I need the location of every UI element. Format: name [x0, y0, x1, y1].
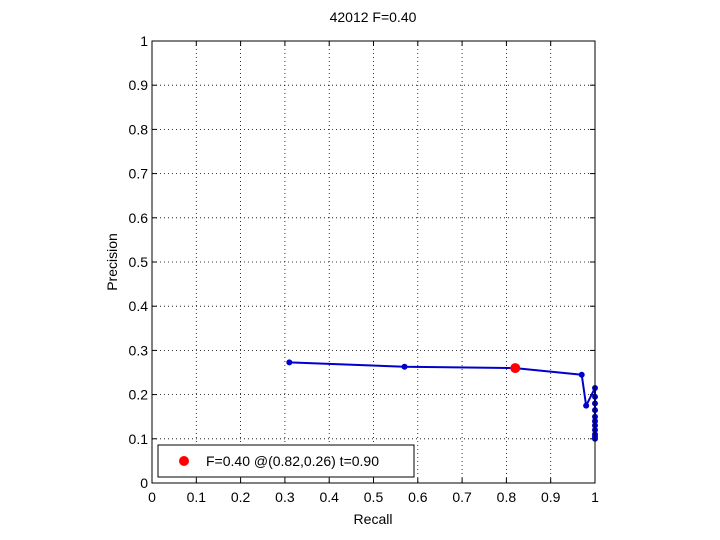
x-tick-label: 0.5	[364, 489, 384, 505]
x-tick-label: 0.8	[497, 489, 517, 505]
legend-marker	[179, 456, 189, 466]
y-tick-label: 0.2	[129, 387, 149, 403]
legend-text: F=0.40 @(0.82,0.26) t=0.90	[206, 453, 379, 469]
y-tick-label: 0.4	[129, 298, 149, 314]
x-tick-label: 0.6	[408, 489, 428, 505]
legend-box	[157, 444, 415, 478]
y-tick-label: 0.7	[129, 166, 149, 182]
x-tick-label: 0.7	[452, 489, 472, 505]
x-tick-label: 1	[591, 489, 599, 505]
y-tick-label: 0.6	[129, 210, 149, 226]
axis-ticks: 0 0.1 0.2 0.3 0.4 0.5 0.6 0.7 0.8 0.9 1 0 0.1 0.2 0.3 0…	[129, 33, 600, 505]
y-tick-label: 0	[140, 475, 148, 491]
x-tick-label: 0.3	[275, 489, 295, 505]
x-tick-label: 0.2	[231, 489, 251, 505]
y-tick-label: 1	[140, 33, 148, 49]
x-tick-label: 0	[148, 489, 156, 505]
x-tick-label: 0.1	[187, 489, 207, 505]
x-axis-label: Recall	[354, 511, 393, 527]
legend: F=0.40 @(0.82,0.26) t=0.90	[157, 444, 415, 478]
data-point	[401, 363, 408, 370]
data-point	[583, 402, 590, 409]
data-point	[578, 371, 585, 378]
plot-border	[151, 40, 596, 484]
y-axis-label: Precision	[104, 233, 120, 291]
data-point	[286, 359, 293, 366]
y-tick-label: 0.9	[129, 77, 149, 93]
y-tick-label: 0.3	[129, 342, 149, 358]
y-tick-label: 0.8	[129, 121, 149, 137]
x-tick-label: 0.9	[541, 489, 561, 505]
y-tick-label: 0.5	[129, 254, 149, 270]
grid-lines	[152, 41, 595, 483]
x-tick-label: 0.4	[319, 489, 339, 505]
best-f-point	[510, 363, 521, 374]
chart-title: 42012 F=0.40	[330, 9, 417, 25]
y-tick-label: 0.1	[129, 431, 149, 447]
